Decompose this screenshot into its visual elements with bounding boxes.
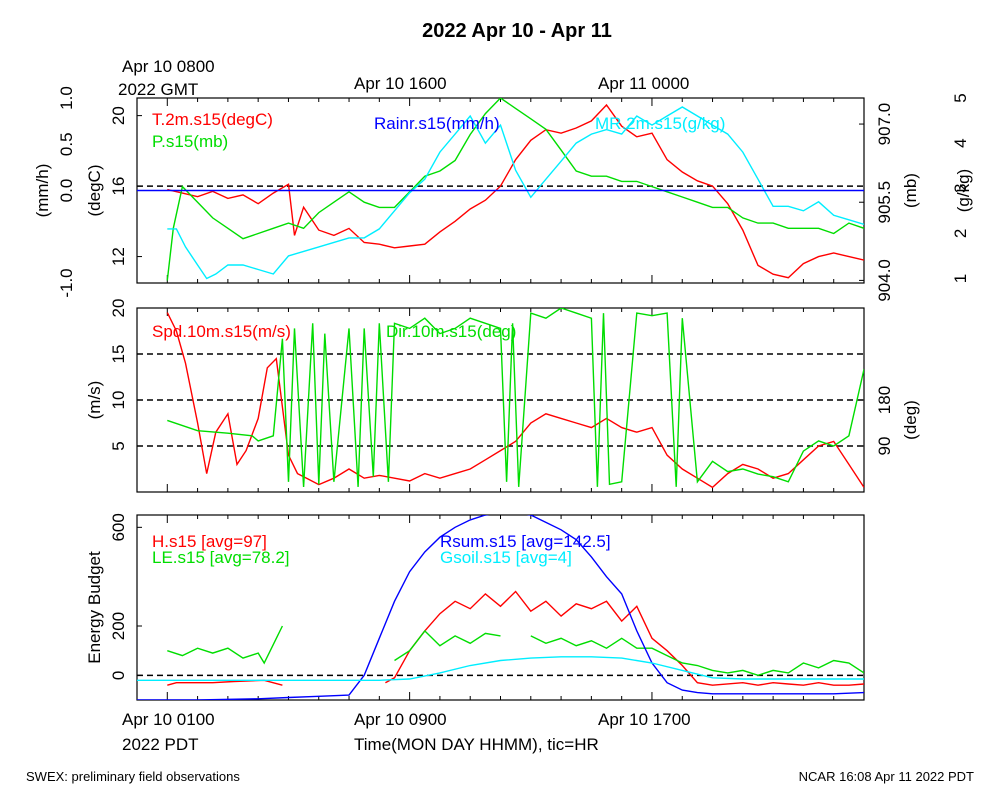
gmt-label-3: Apr 11 0000 — [598, 74, 689, 93]
y-tick-label: 0 — [109, 671, 128, 680]
y-tick-label: 907.0 — [875, 103, 894, 146]
series-line-cyan — [167, 106, 864, 280]
series-line-blue — [137, 515, 864, 700]
y-axis-title: Energy Budget — [85, 551, 104, 664]
y-tick-label: 905.5 — [875, 181, 894, 224]
series-line-red — [166, 312, 864, 489]
pdt-label-3: Apr 10 1700 — [598, 710, 691, 729]
pdt-start-label: Apr 10 0100 — [122, 710, 215, 729]
y-tick-label: -1.0 — [57, 268, 76, 297]
y-tick-label: 0.0 — [57, 179, 76, 203]
y-tick-label: 4 — [951, 138, 970, 147]
y-tick-label: 200 — [109, 612, 128, 640]
y-axis-title: (mb) — [901, 173, 920, 208]
x-axis-title: Time(MON DAY HHMM), tic=HR — [354, 735, 599, 754]
y-tick-label: 180 — [875, 386, 894, 414]
y-tick-label: 90 — [875, 437, 894, 456]
gmt-label-2: Apr 10 1600 — [354, 74, 447, 93]
series-line-green — [166, 98, 864, 281]
legend-blue: Rainr.s15(mm/h) — [374, 114, 500, 133]
y-tick-label: 3 — [951, 184, 970, 193]
panel-bottom: 0 200 600 Energy Budget H.s15 [avg=97]LE.s15… — [85, 513, 865, 701]
panel-middle: 5 10 15 20 (m/s) 90 180 (deg) Spd.10m.s15(m/s) Di… — [85, 299, 920, 493]
gmt-year-label: 2022 GMT — [118, 80, 198, 99]
y-tick-label: 5 — [109, 441, 128, 450]
legend-cyan: MR.2m.s15(g/kg) — [595, 114, 725, 133]
y-tick-label: 600 — [109, 513, 128, 541]
y-tick-label: 5 — [951, 93, 970, 102]
y-tick-label: 10 — [109, 391, 128, 410]
pdt-year-label: 2022 PDT — [122, 735, 199, 754]
y-tick-label: 0.5 — [57, 132, 76, 156]
series-line-green — [167, 308, 864, 487]
legend-blue: Rsum.s15 [avg=142.5] — [440, 532, 611, 551]
y-tick-label: 1 — [951, 274, 970, 283]
y-tick-label: 15 — [109, 345, 128, 364]
legend-red: H.s15 [avg=97] — [152, 532, 267, 551]
y-axis-title: (g/kg) — [954, 169, 973, 212]
panel-top: -1.00.00.51.0(mm/h)121620(degC)904.0905.… — [33, 86, 973, 301]
y-axis-title: (degC) — [85, 165, 104, 217]
footer-left: SWEX: preliminary field observations — [26, 769, 240, 784]
y-tick-label: 2 — [951, 229, 970, 238]
legend-green: LE.s15 [avg=78.2] — [152, 548, 290, 567]
legend-red: Spd.10m.s15(m/s) — [152, 322, 291, 341]
footer-right: NCAR 16:08 Apr 11 2022 PDT — [799, 769, 974, 784]
y-tick-label: 20 — [109, 299, 128, 318]
y-tick-label: 1.0 — [57, 86, 76, 110]
legend-red: T.2m.s15(degC) — [152, 110, 273, 129]
y-tick-label: 20 — [109, 106, 128, 125]
y-axis-title: (mm/h) — [33, 164, 52, 218]
pdt-label-2: Apr 10 0900 — [354, 710, 447, 729]
y-tick-label: 16 — [109, 177, 128, 196]
legend-green: P.s15(mb) — [152, 132, 228, 151]
series-line-green — [167, 625, 864, 677]
series-line-red — [167, 590, 864, 686]
y-tick-label: 12 — [109, 247, 128, 266]
chart-title: 2022 Apr 10 - Apr 11 — [422, 20, 612, 42]
legend-cyan: Gsoil.s15 [avg=4] — [440, 548, 572, 567]
series-line-cyan — [137, 656, 864, 681]
series-line-red — [167, 103, 864, 279]
y-tick-label: 904.0 — [875, 259, 894, 302]
y-axis-title: (m/s) — [85, 381, 104, 420]
legend-green: Dir.10m.s15(deg) — [386, 322, 516, 341]
gmt-start-label: Apr 10 0800 — [122, 57, 215, 76]
y-axis-title: (deg) — [901, 400, 920, 440]
